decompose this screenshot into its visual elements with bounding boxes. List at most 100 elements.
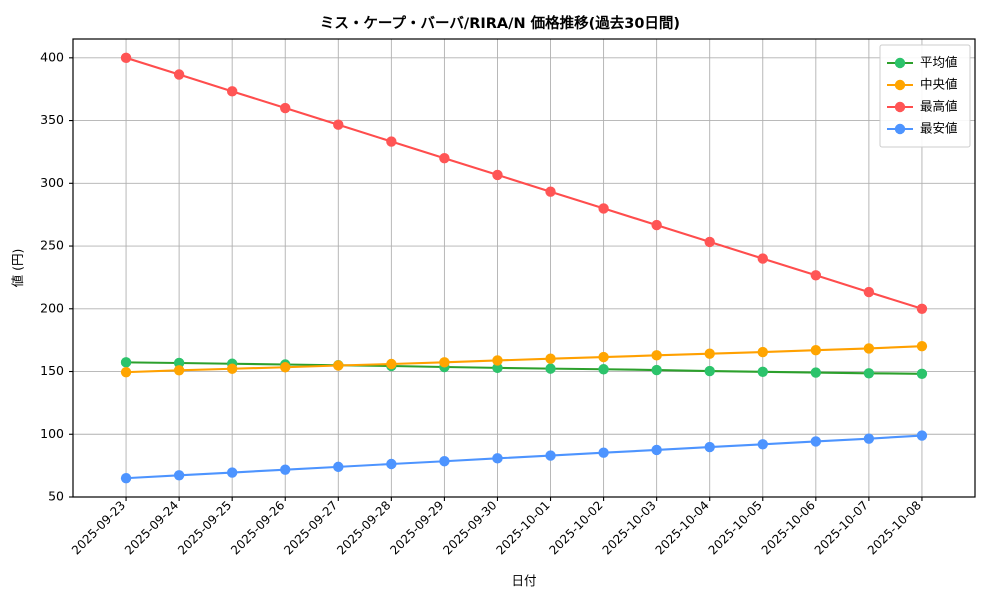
legend-box [879,44,971,148]
x-tick-label: 2025-10-05 [706,498,765,557]
data-point [226,467,238,478]
x-tick-label: 2025-10-04 [653,498,712,557]
legend-marker-3 [894,101,906,113]
x-tick-label: 2025-10-03 [600,498,659,557]
data-point [545,186,556,197]
data-point [651,364,662,376]
y-tick-label: 150 [40,363,64,378]
x-axis-title: 日付 [511,573,536,588]
data-point [173,69,185,80]
data-point [863,433,875,444]
data-point [916,303,928,314]
series-2 [120,340,928,378]
data-point [863,368,875,379]
series-3 [120,52,928,314]
data-point [863,286,875,298]
data-point [120,472,132,484]
series-4 [120,430,928,484]
y-tick-label: 350 [40,112,64,127]
data-point [280,464,291,475]
data-point [333,461,344,473]
data-point [226,363,238,374]
data-point [280,362,291,373]
x-tick-label: 2025-10-08 [865,498,924,557]
legend-label-3: 最高値 [920,99,958,114]
data-point [704,236,715,248]
x-tick-label: 2025-09-25 [175,498,234,557]
plot-border [72,38,976,498]
series-line [125,361,923,375]
data-point [492,169,503,181]
data-point [598,447,609,458]
data-point [492,355,503,366]
data-point [333,119,344,130]
data-point [863,343,875,354]
data-point [120,357,132,368]
data-point [492,453,503,464]
x-tick-label: 2025-09-30 [440,498,499,557]
data-point [439,456,450,467]
data-point [810,344,822,356]
data-point [704,441,715,453]
data-point [757,366,768,377]
series-line [125,434,923,480]
x-tick-label: 2025-09-26 [228,498,287,557]
data-point [651,219,662,231]
data-point [916,340,928,352]
data-point [333,360,344,371]
data-point [120,52,132,64]
data-point [598,351,609,363]
data-point [173,365,185,376]
data-point [173,357,185,369]
data-point [598,203,609,214]
x-tick-label: 2025-09-29 [387,498,446,557]
data-point [492,362,503,374]
data-point [545,450,556,461]
y-tick-label: 250 [40,238,64,253]
x-tick-label: 2025-09-23 [69,498,128,557]
data-point [545,363,556,374]
series-line [125,56,923,310]
y-tick-label: 200 [40,300,64,315]
legend-label-4: 最安値 [920,121,958,136]
data-point [173,470,185,481]
y-tick-label: 300 [40,175,64,190]
data-point [757,439,768,450]
data-point [386,458,397,470]
data-point [439,153,450,164]
data-point [810,367,822,378]
data-point [916,430,928,441]
data-point [280,102,291,114]
legend-marker-2 [894,79,906,91]
legend-marker-4 [894,123,906,135]
data-point [916,368,928,379]
data-point [704,365,715,377]
data-point [651,350,662,361]
x-tick-label: 2025-10-06 [759,498,818,557]
y-tick-label: 100 [40,426,64,441]
data-point [439,357,450,368]
data-point [704,348,715,359]
data-point [386,358,397,370]
data-point [598,364,609,375]
legend-marker-1 [894,57,906,69]
y-tick-label: 50 [48,489,64,504]
data-point [810,270,822,281]
legend-label-2: 中央値 [920,77,958,92]
series-line [125,345,923,374]
x-tick-label: 2025-10-07 [812,498,871,557]
data-point [757,346,768,358]
data-point [386,136,397,147]
x-tick-label: 2025-09-28 [334,498,393,557]
data-point [810,436,822,447]
data-point [226,86,238,97]
x-tick-label: 2025-09-24 [122,498,181,557]
x-tick-label: 2025-10-02 [546,498,605,557]
data-point [545,353,556,364]
x-tick-label: 2025-09-27 [281,498,340,557]
legend-label-1: 平均値 [920,55,958,70]
series-1 [120,357,928,379]
